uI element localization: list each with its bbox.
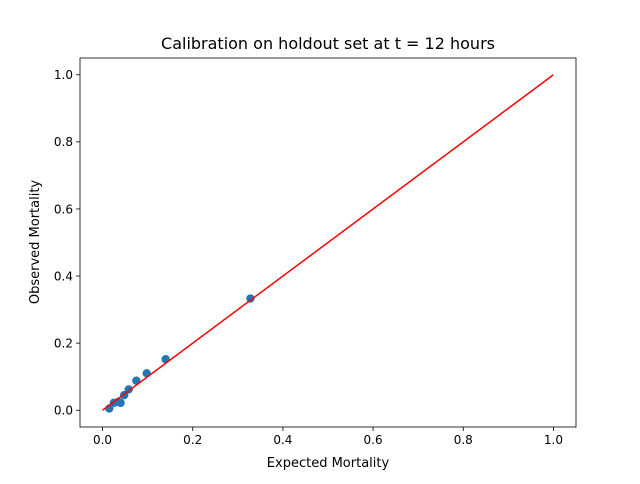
chart-title: Calibration on holdout set at t = 12 hou… xyxy=(161,34,495,53)
scatter-point xyxy=(142,369,151,378)
axes-frame xyxy=(79,57,577,428)
y-tick-label: 0.8 xyxy=(54,135,73,149)
plot-marks xyxy=(102,74,554,413)
x-tick-label: 0.2 xyxy=(183,433,202,447)
y-tick-label: 1.0 xyxy=(54,68,73,82)
y-tick-label: 0.6 xyxy=(54,202,73,216)
reference-line xyxy=(102,74,554,411)
axes: 0.0 0.2 0.4 0.6 0.8 1.0 0.0 0.2 0.4 0.6 0.8 1.0 xyxy=(54,57,577,447)
y-axis-label: Observed Mortality xyxy=(28,180,43,305)
scatter-point xyxy=(246,294,255,303)
y-tick-label: 0.4 xyxy=(54,269,73,283)
y-tick-label: 0.2 xyxy=(54,336,73,350)
x-tick-label: 0.4 xyxy=(273,433,292,447)
scatter-point xyxy=(116,398,125,408)
x-tick-label: 0.6 xyxy=(364,433,383,447)
scatter-point xyxy=(161,355,170,364)
y-tick-label: 0.0 xyxy=(54,404,73,418)
x-tick-label: 0.8 xyxy=(454,433,473,447)
x-axis-label: Expected Mortality xyxy=(267,456,390,471)
x-tick-label: 1.0 xyxy=(544,433,563,447)
x-tick-label: 0.0 xyxy=(93,433,112,447)
